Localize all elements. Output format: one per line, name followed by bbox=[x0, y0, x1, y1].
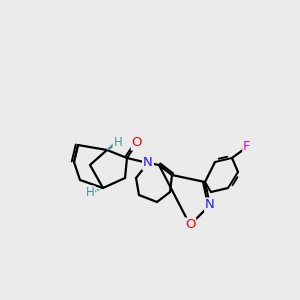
Text: O: O bbox=[132, 136, 142, 149]
Text: N: N bbox=[205, 199, 215, 212]
Text: H: H bbox=[85, 187, 94, 200]
Text: O: O bbox=[185, 218, 195, 232]
Text: F: F bbox=[243, 140, 251, 154]
Polygon shape bbox=[107, 141, 119, 150]
Text: H: H bbox=[114, 136, 122, 148]
Text: N: N bbox=[143, 157, 153, 169]
